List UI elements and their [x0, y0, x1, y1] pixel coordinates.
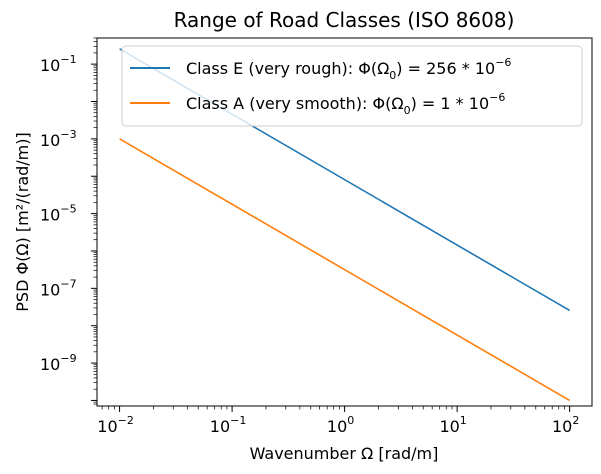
- x-tick-label: 101: [439, 414, 466, 436]
- x-axis-label: Wavenumber Ω [rad/m]: [250, 444, 439, 463]
- series-line-class-a: [119, 138, 571, 402]
- legend-box: [121, 45, 583, 127]
- legend-label-class-e: Class E (very rough): Φ(Ω0) = 256 * 10−6: [186, 56, 511, 82]
- y-tick-label: 10−3: [40, 128, 77, 150]
- y-tick-label: 10−5: [40, 203, 77, 225]
- y-axis-label: PSD Φ(Ω) [m²/(rad/m)]: [13, 132, 32, 311]
- legend-label-class-a: Class A (very smooth): Φ(Ω0) = 1 * 10−6: [186, 91, 505, 117]
- y-tick-label: 10−7: [40, 277, 77, 299]
- x-tick-layer: 10−2 10−1 100 101 102: [97, 406, 579, 436]
- y-tick-label: 10−1: [40, 53, 77, 75]
- y-tick-layer: 10−9 10−7 10−5 10−3 10−1: [40, 37, 97, 405]
- x-tick-label: 100: [327, 414, 354, 436]
- x-tick-label: 10−2: [97, 414, 134, 436]
- legend: Class E (very rough): Φ(Ω0) = 256 * 10−6…: [121, 45, 583, 127]
- x-tick-label: 10−1: [210, 414, 247, 436]
- y-tick-label: 10−9: [40, 352, 77, 374]
- chart-title: Range of Road Classes (ISO 8608): [174, 8, 515, 32]
- x-tick-label: 102: [552, 414, 579, 436]
